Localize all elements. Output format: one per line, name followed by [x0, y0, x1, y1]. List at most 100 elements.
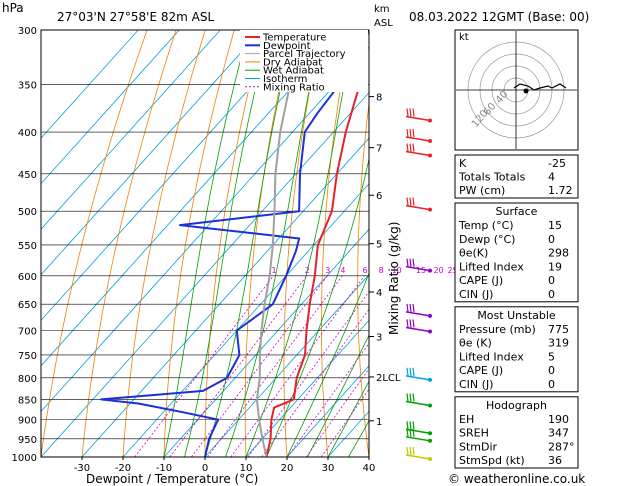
wind-barb-feather: [409, 303, 412, 312]
wind-barb: [405, 375, 431, 381]
table-key: θe(K): [459, 247, 488, 260]
wind-barb-dot: [428, 313, 432, 318]
wind-barb-feather: [406, 303, 409, 312]
plot-background: [41, 30, 629, 457]
table-value: -25: [548, 157, 566, 170]
wind-barb-dot: [428, 403, 432, 408]
wind-barb-feather: [406, 446, 409, 456]
table-key: PW (cm): [459, 184, 505, 197]
table-value: 4: [548, 171, 555, 184]
pressure-tick-label: 500: [18, 207, 37, 218]
pressure-tick-label: 850: [18, 395, 37, 406]
wind-barb-feather: [412, 108, 415, 117]
isotherm-line: [41, 30, 262, 276]
isotherm-line: [286, 365, 369, 457]
table-section-title: Most Unstable: [477, 309, 556, 322]
wind-barb: [405, 454, 431, 460]
wind-barb: [405, 326, 431, 333]
temperature-line: [265, 30, 369, 457]
pressure-axis: 300 350 400 450 500 550 600 650 700 750 800 850 900 9…: [12, 26, 37, 464]
wind-barb: [405, 265, 431, 272]
x-tick-label: 20: [281, 463, 294, 474]
table-value: 775: [548, 323, 569, 336]
table-key: StmDir: [459, 440, 498, 453]
plot-frame: [40, 29, 370, 458]
x-tick-label: -30: [74, 463, 90, 474]
x-axis-label: Dewpoint / Temperature (°C): [86, 472, 258, 486]
wind-barb: [405, 150, 431, 157]
mixing-ratio-line: [320, 388, 369, 457]
hpa-label: hPa: [2, 1, 24, 15]
table-key: Lifted Index: [459, 350, 524, 363]
wind-barb-dot: [428, 139, 432, 144]
table-value: 0: [548, 233, 555, 246]
wind-barb-feather: [406, 428, 409, 437]
table-key: CAPE (J): [459, 274, 503, 287]
km-axis: 8 7 6 5 4 3 2LCL 1: [369, 93, 401, 428]
dry-adiabat-line: [321, 30, 351, 457]
wind-barb-dot: [428, 377, 432, 382]
wind-barb-feather: [406, 393, 409, 402]
dry-adiabat-line: [427, 30, 451, 457]
wind-barb-feather: [406, 143, 409, 152]
dry-adiabat-line: [81, 30, 177, 457]
asl-label: ASL: [374, 18, 393, 29]
dry-adiabat-line: [41, 30, 148, 457]
table-value: 1.72: [548, 184, 573, 197]
legend-entry: Temperature: [262, 33, 326, 44]
table-value: 287°: [548, 440, 575, 453]
wind-barb-feather: [412, 197, 415, 206]
wind-barb-feather: [409, 421, 412, 430]
wind-barb: [405, 436, 431, 442]
wind-barb-feather: [412, 319, 415, 328]
legend-entry: Wet Adiabat: [263, 66, 324, 77]
wind-barb-dot: [428, 153, 432, 158]
mixing-ratio-label: 25: [448, 266, 458, 275]
km-tick-label: 6: [376, 191, 382, 202]
isotherm-line: [163, 228, 369, 457]
mixing-ratio-line: [230, 275, 365, 457]
wind-barb-feather: [412, 143, 415, 152]
km-tick-label: 5: [376, 240, 382, 251]
wind-barb-feather: [406, 367, 409, 376]
wind-barb-feather: [409, 446, 412, 456]
pressure-tick-label: 300: [18, 26, 37, 37]
isotherm-line: [81, 137, 369, 457]
wind-barb-dot: [428, 457, 432, 461]
mixing-ratio-labels: 1 2 3 4 6 8 10 15 20 25: [272, 266, 458, 275]
pressure-tick-label: 450: [18, 170, 37, 181]
wind-barb: [405, 136, 431, 142]
mixing-ratio-axis-label: Mixing Ratio (g/kg): [387, 222, 401, 335]
dry-adiabat-line: [612, 30, 629, 457]
table-key: SREH: [459, 427, 489, 440]
km-tick-label: 8: [376, 93, 382, 104]
dry-adiabat-line: [283, 30, 322, 457]
table-value: 190: [548, 413, 569, 426]
mixing-ratio-line: [306, 368, 369, 457]
mixing-ratio-label: 6: [362, 266, 367, 275]
legend-entry: Isotherm: [263, 74, 307, 85]
parcel-trajectory-line: [255, 30, 304, 457]
x-tick-label: 10: [240, 463, 253, 474]
wind-barb: [405, 400, 431, 407]
pressure-tick-label: 800: [18, 374, 37, 385]
wind-barb-feather: [409, 197, 412, 206]
wind-barb-feather: [412, 393, 415, 402]
table-key: CIN (J): [459, 288, 493, 301]
wind-barb-dot: [428, 118, 432, 123]
table-key: Dewp (°C): [459, 233, 515, 246]
table-key: StmSpd (kt): [459, 454, 525, 467]
table-key: K: [459, 157, 467, 170]
wind-barb-dot: [428, 268, 432, 273]
wind-barb-feather: [412, 421, 415, 430]
table-key: CAPE (J): [459, 364, 503, 377]
pressure-tick-label: 750: [18, 351, 37, 362]
mixing-ratio-label: 4: [340, 266, 345, 275]
km-tick-label: 7: [376, 144, 382, 155]
wind-barb-feather: [406, 197, 409, 206]
temperature-axis: -30 -20 -10 0 10 20 30 40: [74, 457, 375, 474]
wind-barb-feather: [406, 108, 409, 117]
table-value: 36: [548, 454, 562, 467]
